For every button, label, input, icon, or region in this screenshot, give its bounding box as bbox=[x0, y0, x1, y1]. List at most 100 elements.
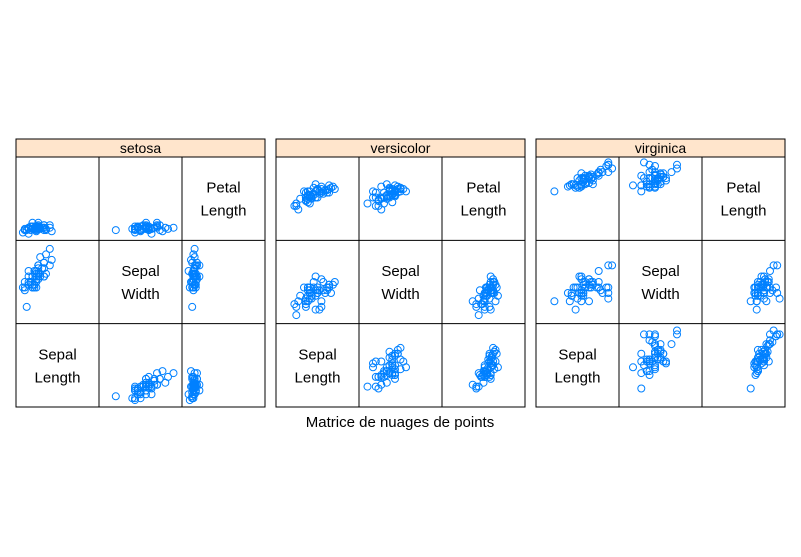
data-point bbox=[752, 305, 761, 314]
data-point bbox=[604, 294, 613, 303]
data-point bbox=[188, 394, 197, 403]
data-point bbox=[325, 185, 334, 193]
data-point bbox=[645, 336, 654, 345]
data-point bbox=[32, 278, 41, 286]
data-point bbox=[32, 224, 41, 233]
data-point bbox=[38, 223, 47, 232]
data-point bbox=[604, 289, 613, 297]
data-point bbox=[305, 283, 314, 292]
data-point bbox=[323, 283, 332, 292]
panel-versicolor: versicolor Petal Length Sepal Width Sepal Leng… bbox=[275, 138, 526, 408]
data-point bbox=[20, 226, 29, 235]
data-point bbox=[485, 294, 494, 303]
data-point bbox=[111, 392, 120, 401]
data-point bbox=[645, 168, 654, 177]
data-point bbox=[667, 168, 676, 177]
data-point bbox=[363, 382, 372, 391]
data-point bbox=[673, 330, 681, 339]
data-point bbox=[764, 340, 773, 349]
data-point bbox=[761, 349, 770, 358]
data-point bbox=[485, 302, 494, 311]
data-point bbox=[598, 289, 607, 297]
data-point bbox=[189, 390, 198, 399]
data-point bbox=[371, 188, 380, 197]
diagonal-label-sepal-width: Sepal bbox=[121, 263, 159, 280]
data-point bbox=[484, 286, 493, 295]
data-point bbox=[47, 255, 56, 264]
data-point bbox=[24, 224, 33, 233]
diagonal-label-petal-length: Length bbox=[721, 203, 767, 220]
data-point bbox=[195, 380, 204, 389]
data-point bbox=[481, 369, 490, 378]
data-point bbox=[757, 272, 766, 281]
data-point bbox=[577, 289, 586, 297]
data-point bbox=[598, 168, 607, 177]
data-point bbox=[571, 283, 580, 292]
data-point bbox=[569, 283, 578, 292]
data-point bbox=[377, 380, 386, 389]
data-point bbox=[305, 286, 314, 295]
data-point bbox=[382, 180, 391, 189]
matrix-frame-setosa bbox=[15, 156, 266, 408]
data-point bbox=[371, 382, 380, 391]
data-point bbox=[640, 158, 648, 167]
data-point bbox=[662, 359, 670, 368]
data-point bbox=[753, 283, 762, 292]
diagonal-label-petal-length: Length bbox=[461, 203, 507, 220]
data-point bbox=[301, 300, 310, 309]
diagonal-label-petal-length: Length bbox=[201, 203, 247, 220]
data-point bbox=[645, 180, 654, 189]
data-point bbox=[136, 394, 145, 403]
data-point bbox=[766, 289, 774, 297]
data-point bbox=[311, 272, 320, 281]
data-point bbox=[550, 187, 559, 196]
data-point bbox=[651, 330, 659, 339]
data-point bbox=[492, 349, 501, 358]
data-point bbox=[24, 267, 33, 275]
data-point bbox=[195, 261, 204, 270]
data-point bbox=[20, 278, 29, 286]
data-point bbox=[325, 283, 334, 292]
data-point bbox=[480, 305, 489, 314]
diagonal-label-sepal-length: Length bbox=[35, 369, 81, 386]
data-point bbox=[402, 363, 410, 372]
data-point bbox=[380, 193, 388, 202]
data-point bbox=[493, 291, 502, 300]
data-point bbox=[585, 297, 593, 306]
data-point bbox=[305, 192, 314, 201]
data-point bbox=[637, 384, 646, 393]
data-point bbox=[637, 171, 646, 180]
data-point bbox=[317, 302, 326, 311]
data-point bbox=[468, 297, 477, 306]
data-point bbox=[645, 355, 654, 364]
panel-setosa: setosa Petal Length Sepal Width Sepal Length bbox=[15, 138, 266, 408]
x-axis-label: Matrice de nuages de points bbox=[306, 414, 494, 431]
data-point bbox=[667, 340, 676, 349]
data-point bbox=[292, 302, 301, 311]
data-point bbox=[567, 291, 576, 300]
data-point bbox=[131, 224, 139, 233]
data-point bbox=[164, 224, 172, 233]
data-point bbox=[760, 361, 768, 370]
data-point bbox=[158, 367, 167, 376]
data-point bbox=[474, 311, 483, 320]
data-point bbox=[42, 250, 50, 259]
data-point bbox=[752, 363, 761, 372]
data-point bbox=[144, 382, 153, 391]
data-point bbox=[189, 250, 198, 259]
data-point bbox=[569, 180, 578, 189]
data-point bbox=[139, 382, 148, 391]
data-point bbox=[486, 272, 495, 281]
data-point bbox=[131, 386, 139, 395]
data-point bbox=[380, 188, 388, 197]
data-point bbox=[24, 272, 33, 281]
diagonal-label-sepal-length: Sepal bbox=[558, 346, 596, 363]
data-point bbox=[604, 168, 613, 177]
data-point bbox=[38, 264, 47, 273]
diagonal-label-petal-length: Petal bbox=[466, 180, 500, 197]
diagonal-label-sepal-width: Width bbox=[641, 286, 679, 303]
data-point bbox=[363, 199, 372, 208]
data-point bbox=[144, 222, 153, 231]
data-point bbox=[575, 272, 584, 281]
data-point bbox=[587, 170, 595, 179]
